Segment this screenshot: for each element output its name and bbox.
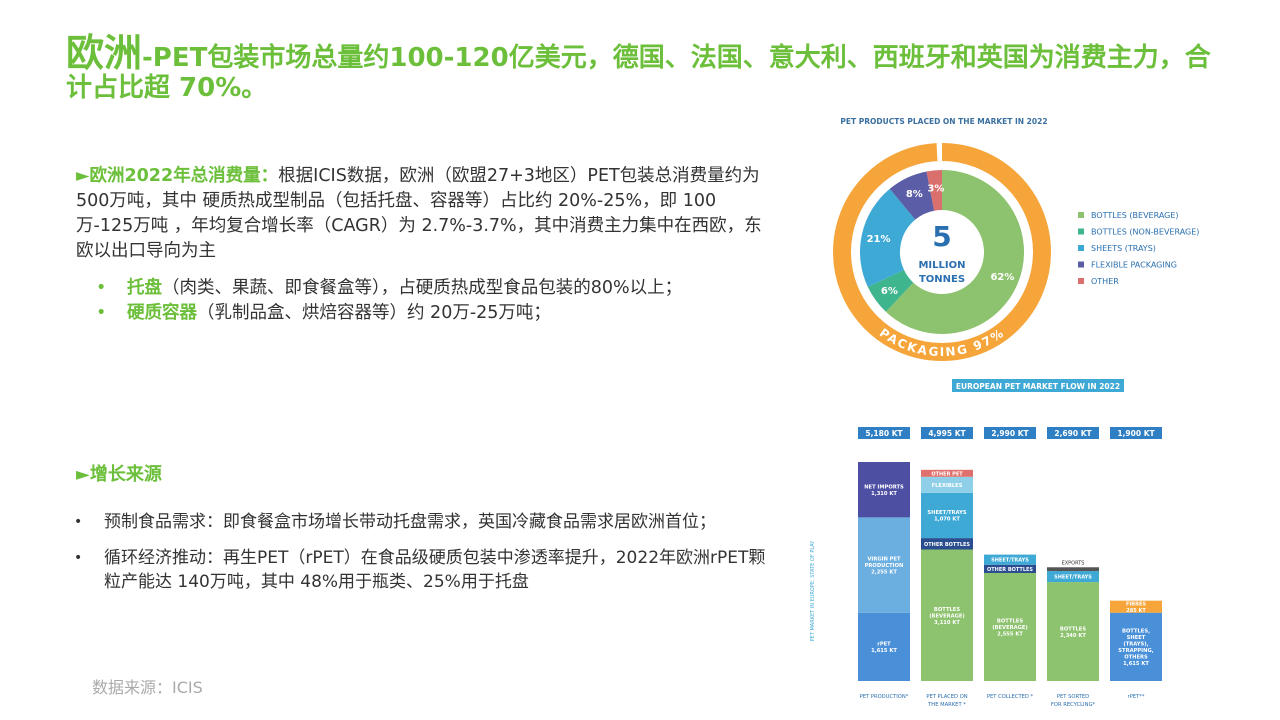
consumption-bullets: 托盘（肉类、果蔬、即食餐盒等），占硬质热成型食品包装的80%以上； 硬质容器（乳… xyxy=(96,276,776,326)
bullet-text: （乳制品盒、烘焙容器等）约 20万-25万吨； xyxy=(197,303,551,323)
column-header: 2,990 KT xyxy=(991,429,1029,438)
segment-label: BOTTLES 2,340 KT xyxy=(1060,626,1086,639)
donut-slice xyxy=(926,170,943,211)
data-source: 数据来源：ICIS xyxy=(92,678,203,697)
bar-segment xyxy=(1047,571,1099,583)
consumption-label: ►欧洲2022年总消费量： xyxy=(76,166,279,186)
bullet-term: 托盘 xyxy=(127,278,162,298)
consumption-paragraph: ►欧洲2022年总消费量：根据ICIS数据，欧洲（欧盟27+3地区）PET包装总… xyxy=(76,164,766,264)
chart-title: PET PRODUCTS PLACED ON THE MARKET IN 202… xyxy=(840,117,1047,126)
legend-swatch xyxy=(1078,278,1084,284)
segment-label: BOTTLES, SHEET (TRAYS), STRAPPING, OTHERS 1,6… xyxy=(1118,629,1153,668)
donut-slice xyxy=(889,171,936,221)
slice-label: 6% xyxy=(881,286,898,297)
legend-label: FLEXIBLE PACKAGING xyxy=(1091,261,1177,270)
page-title: 欧洲-PET包装市场总量约100-120亿美元，德国、法国、意大利、西班牙和英国… xyxy=(66,34,1216,103)
center-value: 5 xyxy=(932,220,951,253)
bar-segment xyxy=(1047,582,1099,681)
slice-label: 8% xyxy=(906,189,923,200)
bar-segment xyxy=(858,612,910,681)
segment-label: rPET 1,615 KT xyxy=(871,642,897,655)
column-header-badge xyxy=(1047,427,1099,439)
slice-label: 3% xyxy=(927,183,944,194)
column-header-badge xyxy=(984,427,1036,439)
bar-segment xyxy=(921,538,973,550)
side-label: PET MARKET IN EUROPE: STATE OF PLAY xyxy=(810,540,816,642)
segment-label: SHEET/TRAYS xyxy=(991,558,1029,564)
x-tick-label: rPET** xyxy=(1128,694,1145,700)
list-item: 预制食品需求：即食餐盒市场增长带动托盘需求，英国冷藏食品需求居欧洲首位； xyxy=(74,510,774,534)
slice-label: 62% xyxy=(990,272,1014,283)
market-flow-chart: EUROPEAN PET MARKET FLOW IN 2022 PET MARK… xyxy=(810,379,1162,706)
bullet-text: （肉类、果蔬、即食餐盒等），占硬质热成型食品包装的80%以上； xyxy=(162,278,683,298)
bar-segment xyxy=(921,469,973,477)
chart-title: EUROPEAN PET MARKET FLOW IN 2022 xyxy=(956,382,1120,391)
x-tick-label: PET PRODUCTION* xyxy=(860,694,909,700)
legend-label: SHEETS (TRAYS) xyxy=(1091,244,1156,253)
column-header: 4,995 KT xyxy=(928,429,966,438)
list-item: 托盘（肉类、果蔬、即食餐盒等），占硬质热成型食品包装的80%以上； xyxy=(96,276,776,301)
donut-chart: PET PRODUCTS PLACED ON THE MARKET IN 202… xyxy=(833,117,1199,361)
column-header: 2,690 KT xyxy=(1054,429,1092,438)
center-label: MILLION xyxy=(918,260,965,271)
bar-segment xyxy=(984,564,1036,573)
column-header-badge xyxy=(1110,427,1162,439)
title-text: -PET包装市场总量约100-120亿美元，德国、法国、意大利、西班牙和英国为消… xyxy=(66,43,1211,103)
bar-segment xyxy=(1110,600,1162,613)
growth-heading: ►增长来源 xyxy=(76,464,162,485)
donut-slice xyxy=(860,188,916,287)
bar-segment xyxy=(984,572,1036,681)
donut-slice xyxy=(867,269,914,312)
donut-slice xyxy=(885,170,1024,334)
x-tick-label: PET PLACED ON THE MARKET * xyxy=(926,694,967,706)
legend-label: BOTTLES (BEVERAGE) xyxy=(1091,211,1179,220)
legend-swatch xyxy=(1078,212,1084,218)
column-header: 5,180 KT xyxy=(865,429,903,438)
list-item: 循环经济推动：再生PET（rPET）在食品级硬质包装中渗透率提升，2022年欧洲… xyxy=(74,546,774,594)
bar-segment xyxy=(858,517,910,613)
segment-label: OTHER PET xyxy=(931,471,963,477)
bar-segment xyxy=(858,462,910,518)
segment-label: BOTTLES (BEVERAGE) 2,555 KT xyxy=(992,618,1028,637)
bar-segment xyxy=(921,492,973,539)
legend-swatch xyxy=(1078,245,1084,251)
segment-label: SHEET/TRAYS xyxy=(1054,575,1092,581)
chart-title-banner xyxy=(952,379,1124,392)
legend-label: BOTTLES (NON-BEVERAGE) xyxy=(1091,228,1199,237)
segment-label: FIBRES 285 KT xyxy=(1126,601,1146,614)
bar-segment xyxy=(1047,567,1099,572)
segment-label: VIRGIN PET PRODUCTION 2,255 KT xyxy=(865,557,904,576)
segment-label: OTHER BOTTLES xyxy=(924,542,970,548)
title-prefix: 欧洲 xyxy=(66,31,143,75)
consumption-text: 根据ICIS数据，欧洲（欧盟27+3地区）PET包装总消费量约为 500万吨，其… xyxy=(76,166,762,261)
segment-label: OTHER BOTTLES xyxy=(987,567,1033,573)
bar-segment xyxy=(921,549,973,681)
growth-list: 预制食品需求：即食餐盒市场增长带动托盘需求，英国冷藏食品需求居欧洲首位； 循环经… xyxy=(74,510,774,606)
column-annotation: EXPORTS xyxy=(1062,560,1085,566)
segment-label: SHEET/TRAYS 1,070 KT xyxy=(927,510,966,523)
legend-swatch xyxy=(1078,261,1084,268)
segment-label: FLEXIBLES xyxy=(932,483,963,489)
list-item: 硬质容器（乳制品盒、烘焙容器等）约 20万-25万吨； xyxy=(96,301,776,326)
bullet-term: 硬质容器 xyxy=(127,303,197,323)
column-header: 1,900 KT xyxy=(1117,429,1155,438)
bar-segment xyxy=(984,554,1036,565)
segment-label: BOTTLES (BEVERAGE) 3,110 KT xyxy=(929,607,965,626)
column-header-badge xyxy=(858,427,910,439)
center-label: TONNES xyxy=(919,274,965,285)
segment-label: NET IMPORTS 1,310 KT xyxy=(864,484,904,497)
column-header-badge xyxy=(921,427,973,439)
slice-label: 21% xyxy=(867,234,891,245)
bar-segment xyxy=(921,476,973,493)
x-tick-label: PET SORTED FOR RECYCLING* xyxy=(1051,694,1096,706)
legend-swatch xyxy=(1078,228,1084,235)
legend-label: OTHER xyxy=(1091,277,1119,286)
bar-segment xyxy=(1110,612,1162,681)
x-tick-label: PET COLLECTED * xyxy=(987,694,1034,700)
